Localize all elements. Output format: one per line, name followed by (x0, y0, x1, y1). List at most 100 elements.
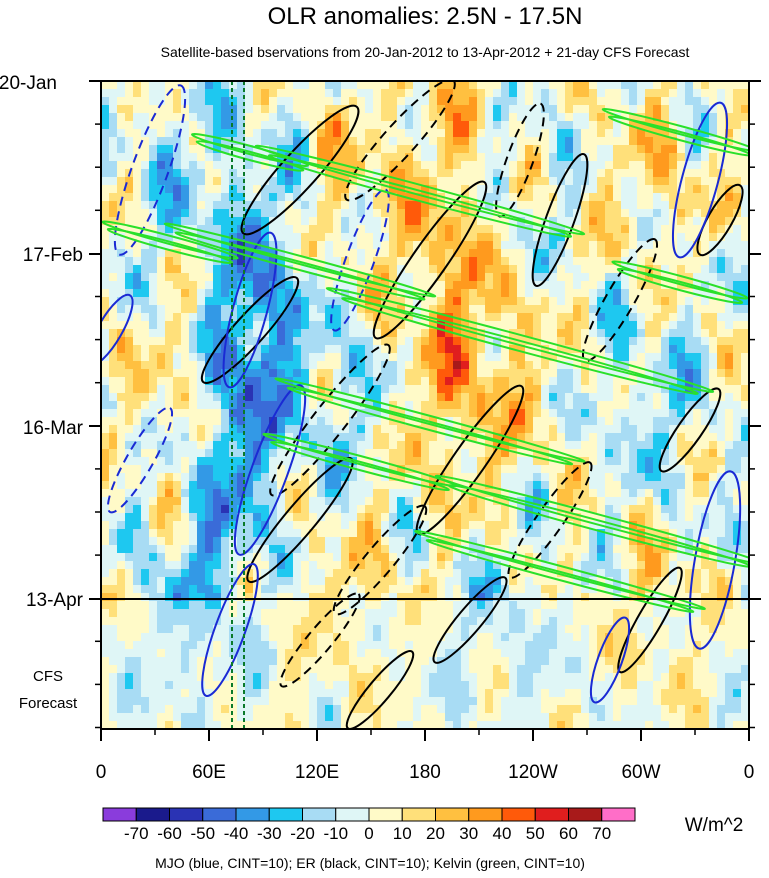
heatmap-cell (453, 225, 462, 234)
heatmap-cell (493, 385, 502, 394)
heatmap-cell (453, 529, 462, 538)
heatmap-cell (397, 169, 406, 178)
heatmap-cell (525, 97, 534, 106)
heatmap-cell (413, 297, 422, 306)
heatmap-cell (357, 337, 366, 346)
heatmap-cell (693, 521, 702, 530)
heatmap-cell (629, 561, 638, 570)
heatmap-cell (125, 105, 134, 114)
heatmap-cell (421, 345, 430, 354)
heatmap-cell (117, 257, 126, 266)
heatmap-cell (693, 425, 702, 434)
heatmap-cell (501, 217, 510, 226)
heatmap-cell (237, 89, 246, 98)
heatmap-cell (237, 529, 246, 538)
heatmap-cell (725, 521, 734, 530)
heatmap-cell (429, 377, 438, 386)
heatmap-cell (389, 113, 398, 122)
heatmap-cell (389, 417, 398, 426)
heatmap-cell (333, 129, 342, 138)
heatmap-cell (341, 97, 350, 106)
heatmap-cell (125, 153, 134, 162)
heatmap-cell (453, 537, 462, 546)
heatmap-cell (101, 441, 110, 450)
heatmap-cell (253, 225, 262, 234)
heatmap-cell (493, 321, 502, 330)
heatmap-cell (245, 265, 254, 274)
heatmap-cell (261, 385, 270, 394)
heatmap-cell (189, 417, 198, 426)
heatmap-cell (733, 337, 742, 346)
heatmap-cell (293, 169, 302, 178)
heatmap-cell (189, 393, 198, 402)
heatmap-cell (221, 513, 230, 522)
heatmap-cell (261, 433, 270, 442)
heatmap-cell (365, 113, 374, 122)
heatmap-cell (189, 177, 198, 186)
heatmap-cell (149, 193, 158, 202)
heatmap-cell (485, 289, 494, 298)
heatmap-cell (621, 425, 630, 434)
heatmap-cell (645, 273, 654, 282)
heatmap-cell (629, 161, 638, 170)
heatmap-cell (117, 513, 126, 522)
heatmap-cell (285, 281, 294, 290)
heatmap-cell (133, 249, 142, 258)
heatmap-cell (421, 121, 430, 130)
heatmap-cell (653, 505, 662, 514)
heatmap-cell (493, 129, 502, 138)
heatmap-cell (429, 209, 438, 218)
heatmap-cell (317, 225, 326, 234)
heatmap-cell (133, 473, 142, 482)
heatmap-cell (261, 569, 270, 578)
heatmap-cell (253, 481, 262, 490)
heatmap-cell (517, 321, 526, 330)
heatmap-cell (253, 385, 262, 394)
heatmap-cell (733, 257, 742, 266)
heatmap-cell (653, 249, 662, 258)
heatmap-cell (381, 537, 390, 546)
heatmap-cell (437, 385, 446, 394)
heatmap-cell (309, 313, 318, 322)
heatmap-cell (469, 249, 478, 258)
heatmap-cell (685, 361, 694, 370)
heatmap-cell (117, 345, 126, 354)
heatmap-cell (541, 129, 550, 138)
heatmap-cell (637, 393, 646, 402)
heatmap-cell (509, 281, 518, 290)
heatmap-cell (517, 297, 526, 306)
heatmap-cell (301, 489, 310, 498)
heatmap-cell (253, 361, 262, 370)
heatmap-cell (165, 129, 174, 138)
heatmap-cell (101, 153, 110, 162)
heatmap-cell (597, 153, 606, 162)
heatmap-cell (597, 97, 606, 106)
heatmap-cell (157, 521, 166, 530)
heatmap-cell (741, 81, 749, 90)
heatmap-cell (285, 265, 294, 274)
heatmap-cell (581, 369, 590, 378)
heatmap-cell (509, 353, 518, 362)
heatmap-cell (717, 273, 726, 282)
heatmap-cell (157, 473, 166, 482)
heatmap-cell (709, 129, 718, 138)
heatmap-cell (277, 313, 286, 322)
heatmap-cell (701, 153, 710, 162)
heatmap-cell (309, 337, 318, 346)
heatmap-cell (349, 81, 358, 90)
heatmap-cell (685, 89, 694, 98)
heatmap-cell (309, 513, 318, 522)
heatmap-cell (725, 329, 734, 338)
heatmap-cell (125, 145, 134, 154)
heatmap-cell (741, 177, 749, 186)
heatmap-cell (397, 337, 406, 346)
heatmap-cell (381, 457, 390, 466)
heatmap-cell (493, 393, 502, 402)
heatmap-cell (109, 537, 118, 546)
heatmap-cell (661, 217, 670, 226)
heatmap-cell (693, 353, 702, 362)
heatmap-cell (661, 145, 670, 154)
heatmap-cell (573, 105, 582, 114)
heatmap-cell (629, 545, 638, 554)
